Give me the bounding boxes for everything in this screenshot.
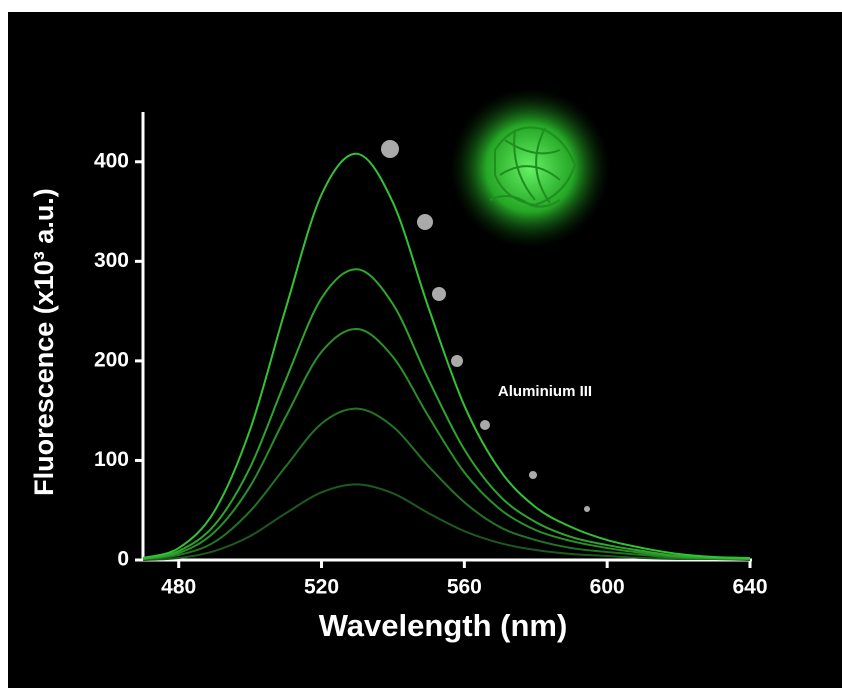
x-tick-label: 600 (590, 576, 625, 599)
x-tick-label: 520 (304, 576, 339, 599)
x-tick-label: 640 (732, 576, 767, 599)
y-tick-label: 200 (94, 348, 129, 371)
annotation: Aluminium III (498, 383, 592, 400)
y-tick-label: 100 (94, 448, 129, 471)
spectrum-line (142, 152, 751, 560)
x-tick-label: 560 (447, 576, 482, 599)
spectrum-line (142, 407, 751, 561)
x-axis-label: Wavelength (nm) (319, 608, 568, 643)
background (8, 12, 842, 688)
x-tick-label: 480 (161, 576, 196, 599)
y-tick-label: 400 (94, 149, 129, 172)
y-tick-label: 0 (117, 548, 129, 571)
spectrum-line (142, 268, 751, 561)
protein-glow (450, 88, 610, 248)
y-tick-label: 300 (94, 249, 129, 272)
spectrum-line (142, 328, 751, 561)
protein-icon (489, 126, 577, 208)
spectrum-line (142, 483, 751, 561)
ion-dots (381, 140, 590, 512)
y-axis-label: Fluorescence (x10³ a.u.) (29, 188, 59, 496)
